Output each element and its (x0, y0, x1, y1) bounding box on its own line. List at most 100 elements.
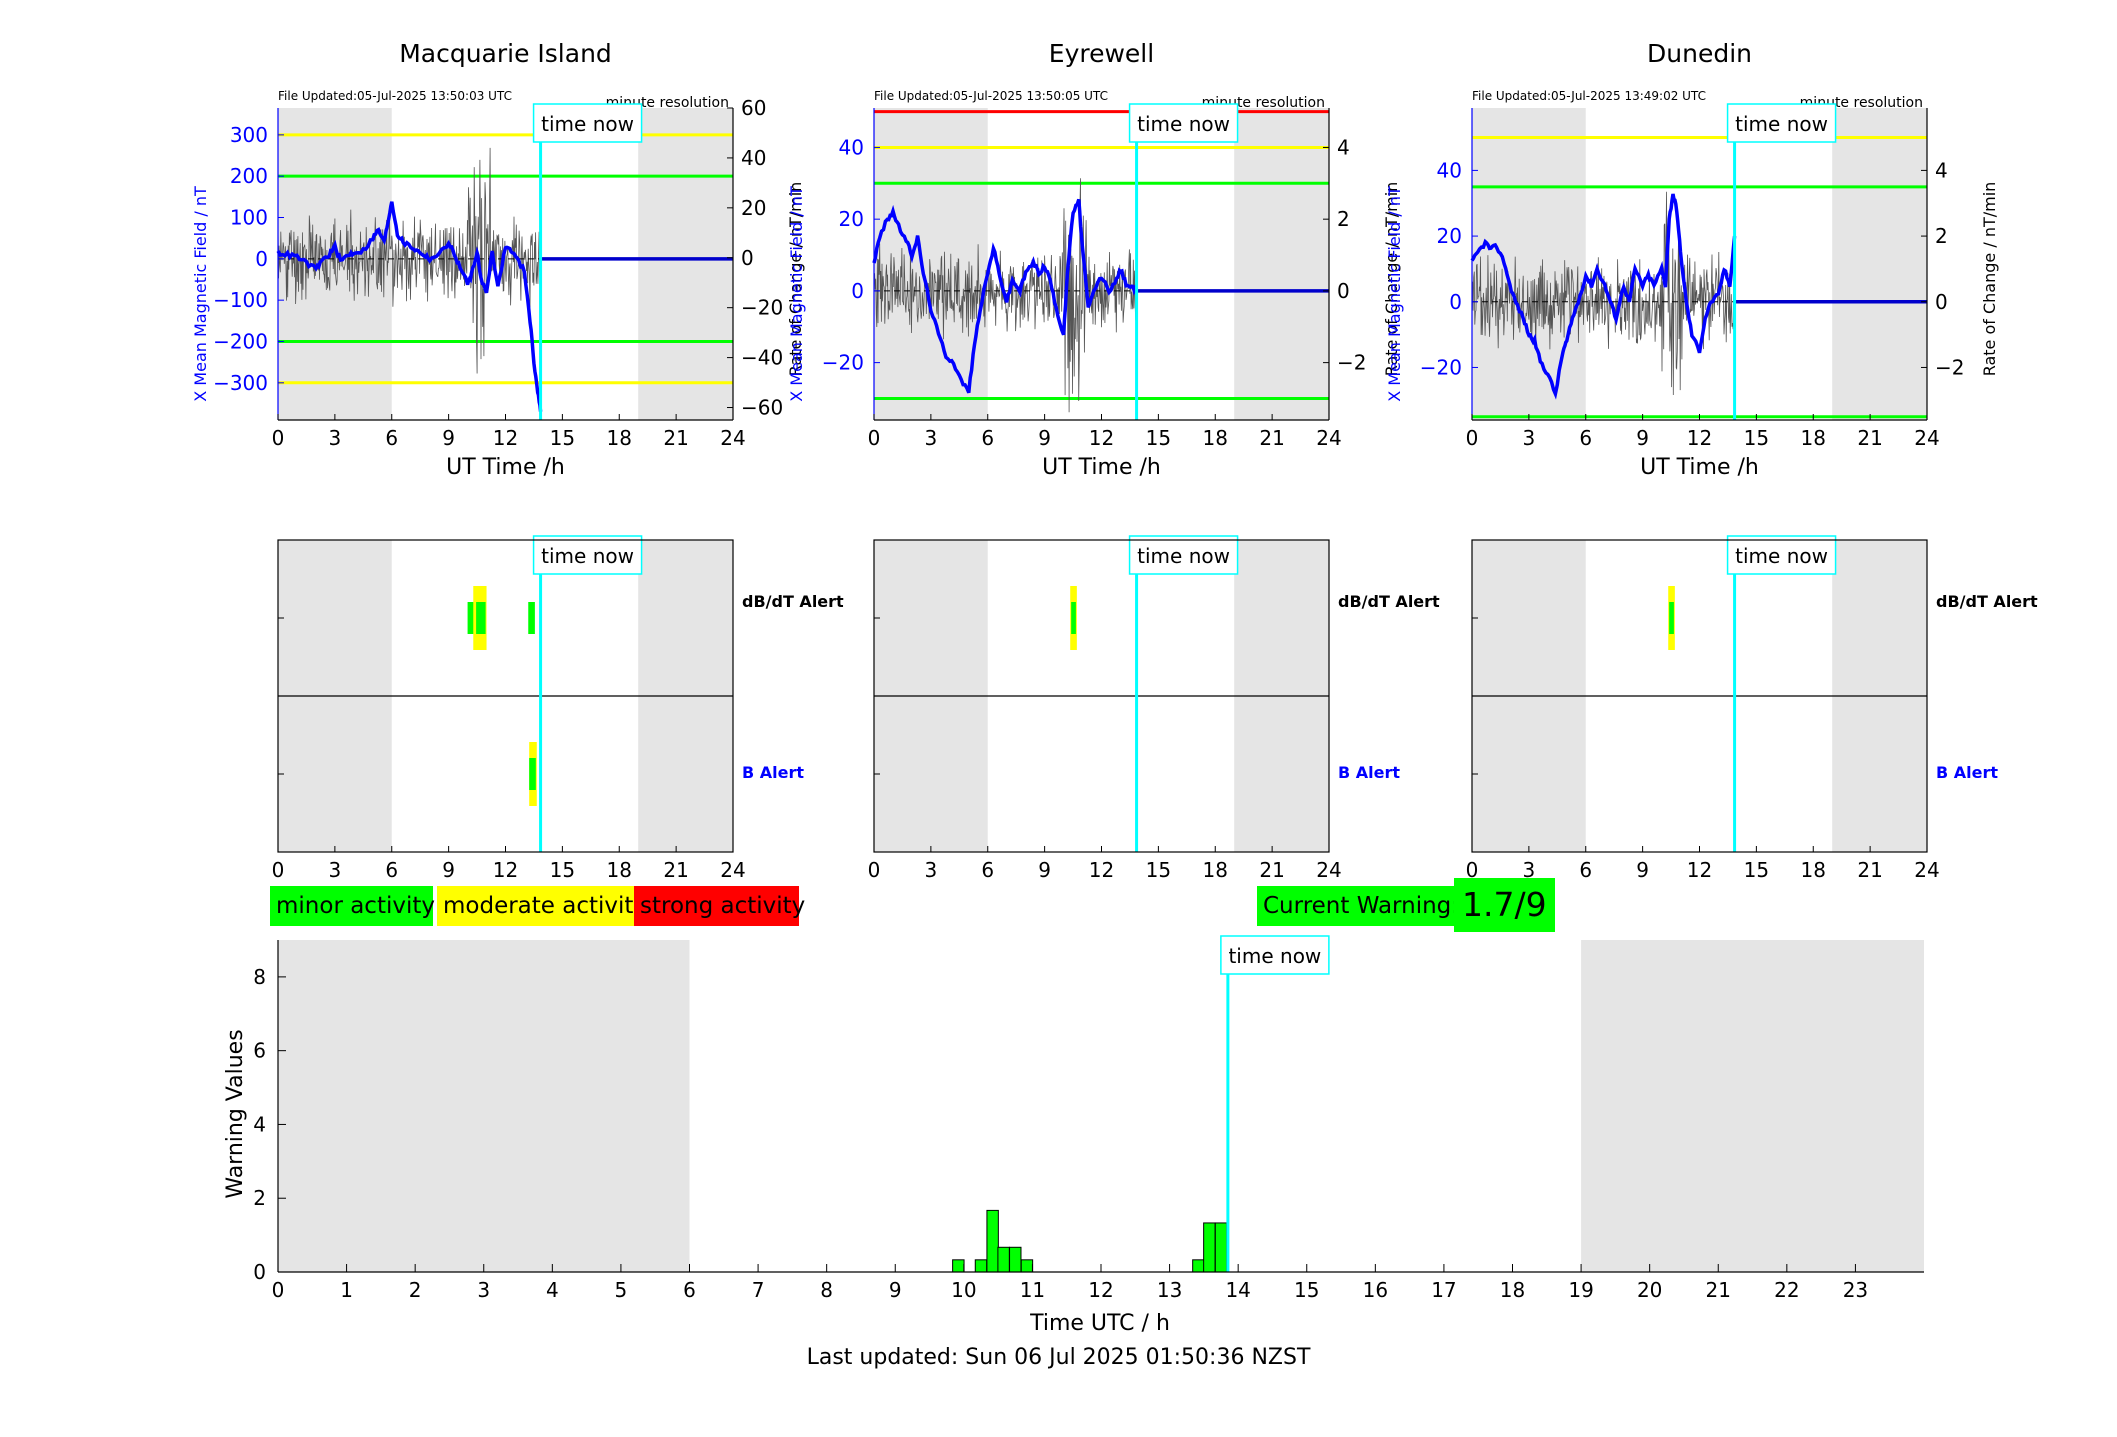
rate-tick-label: 0 (1337, 279, 1350, 303)
x-tick-label: 21 (1259, 426, 1284, 450)
b-alert-mark (529, 758, 536, 790)
warning-x-tick-label: 13 (1157, 1278, 1182, 1302)
y-tick-label: 40 (839, 135, 864, 159)
last-updated: Last updated: Sun 06 Jul 2025 01:50:36 N… (806, 1345, 1311, 1370)
y-tick-label: 20 (839, 207, 864, 231)
time-now-box (532, 103, 643, 143)
x-tick-label: 12 (1687, 426, 1712, 450)
alert-time-now-label: time now (1137, 544, 1230, 568)
x-tick-label: 24 (1316, 426, 1341, 450)
x-tick-label: 21 (1857, 426, 1882, 450)
warning-x-tick-label: 21 (1706, 1278, 1731, 1302)
b-alert-label: B Alert (1936, 763, 1998, 782)
x-field-line (276, 201, 543, 412)
warning-x-tick-label: 2 (409, 1278, 422, 1302)
alert-x-tick-label: 24 (720, 858, 745, 882)
x-tick-label: 24 (1914, 426, 1939, 450)
warning-y-tick-label: 4 (253, 1112, 266, 1136)
y-tick-label: −20 (1420, 355, 1462, 379)
alert-x-tick-label: 9 (1038, 858, 1051, 882)
warning-bar (1009, 1246, 1022, 1273)
night-band (1234, 108, 1329, 420)
x-tick-label: 15 (1744, 426, 1769, 450)
y-tick-label: 40 (1437, 158, 1462, 182)
y-tick-label: 100 (230, 206, 268, 230)
x-field-line (872, 198, 1139, 394)
rate-tick-label: 0 (1935, 290, 1948, 314)
rate-of-change-line (277, 147, 541, 374)
warning-night-band (1581, 940, 1924, 1272)
warning-x-tick-label: 0 (272, 1278, 285, 1302)
rate-tick-label: 0 (741, 246, 754, 270)
x-tick-label: 15 (550, 426, 575, 450)
b-alert-label: B Alert (1338, 763, 1400, 782)
warning-bar (1203, 1222, 1216, 1273)
warning-y-tick-label: 8 (253, 965, 266, 989)
x-tick-label: 18 (607, 426, 632, 450)
night-band (638, 108, 733, 420)
warning-bar (974, 1259, 988, 1273)
x-axis-label: UT Time /h (446, 455, 565, 480)
alert-x-tick-label: 0 (868, 858, 881, 882)
warning-x-tick-label: 12 (1088, 1278, 1113, 1302)
warning-x-tick-label: 8 (820, 1278, 833, 1302)
x-tick-label: 9 (1038, 426, 1051, 450)
x-tick-label: 18 (1203, 426, 1228, 450)
warning-bar (997, 1246, 1010, 1273)
dbdt-alert-label: dB/dT Alert (1936, 592, 2038, 611)
y-axis-label: X Mean Magnetic Field / nT (191, 186, 210, 402)
legend-moderate-activity: moderate activity (437, 886, 647, 926)
dbdt-alert-label: dB/dT Alert (742, 592, 844, 611)
warning-x-tick-label: 14 (1225, 1278, 1250, 1302)
warning-x-tick-label: 3 (477, 1278, 490, 1302)
warning-x-tick-label: 6 (683, 1278, 696, 1302)
x-axis-label: UT Time /h (1640, 455, 1759, 480)
alert-x-tick-label: 9 (442, 858, 455, 882)
alert-x-tick-label: 0 (1466, 858, 1479, 882)
alert-x-tick-label: 3 (1523, 858, 1536, 882)
alert-x-tick-label: 24 (1914, 858, 1939, 882)
x-tick-label: 15 (1146, 426, 1171, 450)
warning-x-tick-label: 9 (889, 1278, 902, 1302)
y-tick-label: −100 (213, 288, 268, 312)
x-tick-label: 6 (385, 426, 398, 450)
alert-x-tick-label: 12 (1089, 858, 1114, 882)
x-tick-label: 3 (925, 426, 938, 450)
current-warning-value: 1.7/9 (1454, 878, 1555, 932)
x-tick-label: 3 (329, 426, 342, 450)
station-title: Eyrewell (1049, 39, 1154, 68)
warning-y-tick-label: 2 (253, 1186, 266, 1210)
x-tick-label: 3 (1523, 426, 1536, 450)
alert-x-tick-label: 15 (1146, 858, 1171, 882)
x-tick-label: 18 (1801, 426, 1826, 450)
alert-time-now-label: time now (541, 544, 634, 568)
y-tick-label: 0 (255, 247, 268, 271)
dbdt-alert-mark (528, 602, 535, 634)
alert-x-tick-label: 21 (1857, 858, 1882, 882)
alert-x-tick-label: 9 (1636, 858, 1649, 882)
warning-x-tick-label: 19 (1568, 1278, 1593, 1302)
warning-x-tick-label: 23 (1843, 1278, 1868, 1302)
legend-minor-activity: minor activity (270, 886, 435, 926)
time-now-label: time now (1735, 112, 1828, 136)
rate-axis-label: Rate of Change / nT/min (786, 182, 805, 377)
warning-x-tick-label: 4 (546, 1278, 559, 1302)
rate-tick-label: −40 (741, 346, 783, 370)
warning-x-tick-label: 22 (1774, 1278, 1799, 1302)
rate-tick-label: 20 (741, 196, 766, 220)
warning-x-tick-label: 10 (951, 1278, 976, 1302)
time-now-box (1726, 103, 1837, 143)
station-0: Macquarie Island File Updated:05-Jul-2025… (191, 39, 844, 882)
rate-of-change-line (1471, 191, 1735, 396)
alert-x-tick-label: 12 (493, 858, 518, 882)
warning-x-tick-label: 5 (615, 1278, 628, 1302)
y-tick-label: −20 (822, 351, 864, 375)
warning-time-now-box (1220, 935, 1330, 975)
x-tick-label: 9 (442, 426, 455, 450)
night-band (1472, 108, 1586, 420)
warning-y-tick-label: 0 (253, 1260, 266, 1284)
alert-x-tick-label: 18 (1203, 858, 1228, 882)
warning-bar (1192, 1259, 1205, 1273)
